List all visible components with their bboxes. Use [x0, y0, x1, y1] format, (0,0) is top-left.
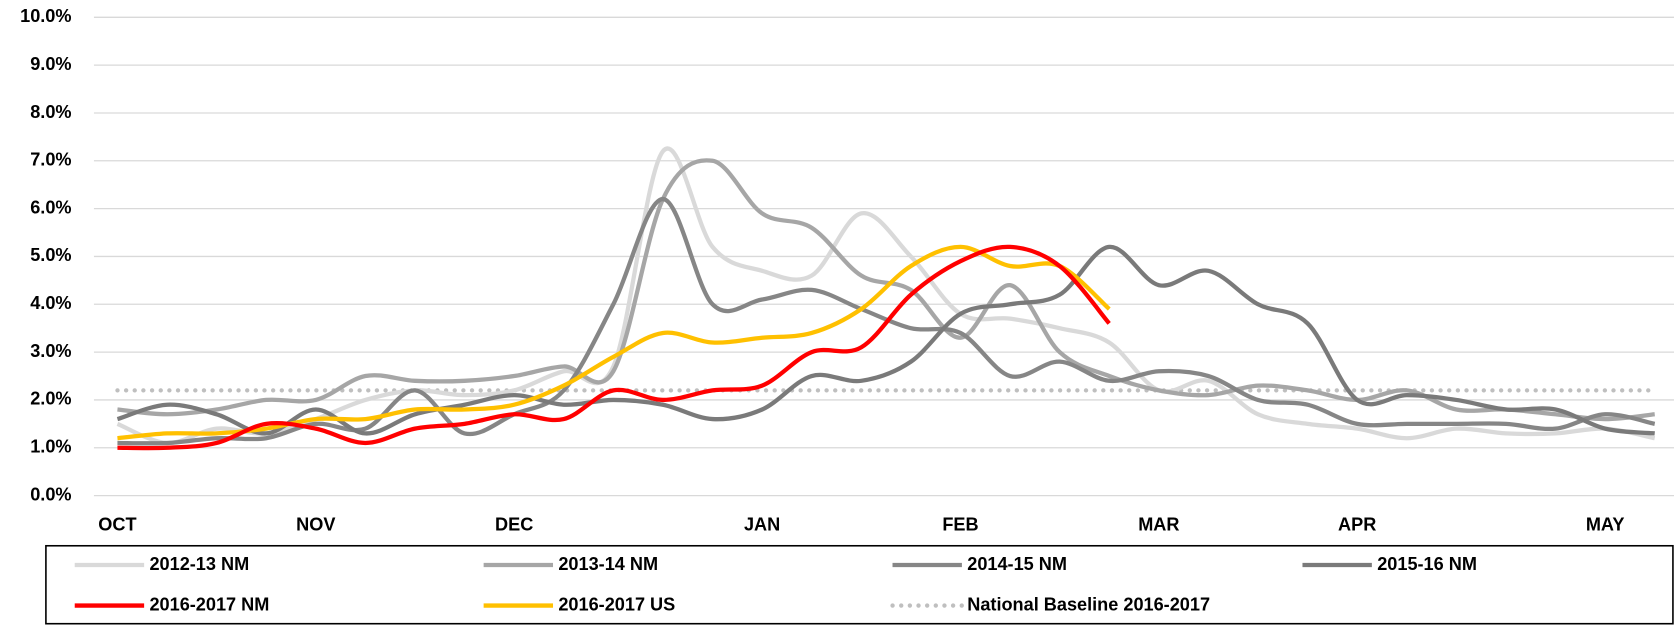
x-tick-label: MAY [1586, 514, 1625, 534]
y-tick-label: 8.0% [30, 102, 71, 122]
legend-label: 2016-2017 US [558, 594, 675, 614]
y-tick-label: 6.0% [30, 197, 71, 217]
y-tick-label: 4.0% [30, 293, 71, 313]
y-tick-label: 7.0% [30, 150, 71, 170]
legend-label: 2016-2017 NM [149, 594, 269, 614]
series-line [117, 244, 1111, 441]
y-tick-label: 1.0% [30, 437, 71, 457]
y-tick-label: 2.0% [30, 389, 71, 409]
legend-label: 2013-14 NM [558, 554, 658, 574]
x-tick-label: NOV [296, 514, 335, 534]
x-tick-label: DEC [495, 514, 533, 534]
y-tick-label: 3.0% [30, 341, 71, 361]
x-tick-label: MAR [1138, 514, 1179, 534]
legend-label: 2015-16 NM [1377, 554, 1477, 574]
legend-label: 2012-13 NM [149, 554, 249, 574]
y-tick-label: 0.0% [30, 484, 71, 504]
x-tick-label: FEB [942, 514, 978, 534]
series-line [116, 244, 1655, 436]
x-tick-label: APR [1338, 514, 1376, 534]
series-line [117, 158, 1655, 422]
x-tick-label: OCT [98, 514, 136, 534]
legend-label: 2014-15 NM [967, 554, 1067, 574]
series-line [117, 244, 1111, 451]
y-tick-label: 9.0% [30, 54, 71, 74]
series-line [116, 146, 1656, 446]
y-tick-label: 10.0% [20, 6, 71, 26]
legend-box [45, 544, 1674, 625]
y-tick-label: 5.0% [30, 245, 71, 265]
legend-label: National Baseline 2016-2017 [967, 594, 1210, 614]
x-tick-label: JAN [744, 514, 780, 534]
